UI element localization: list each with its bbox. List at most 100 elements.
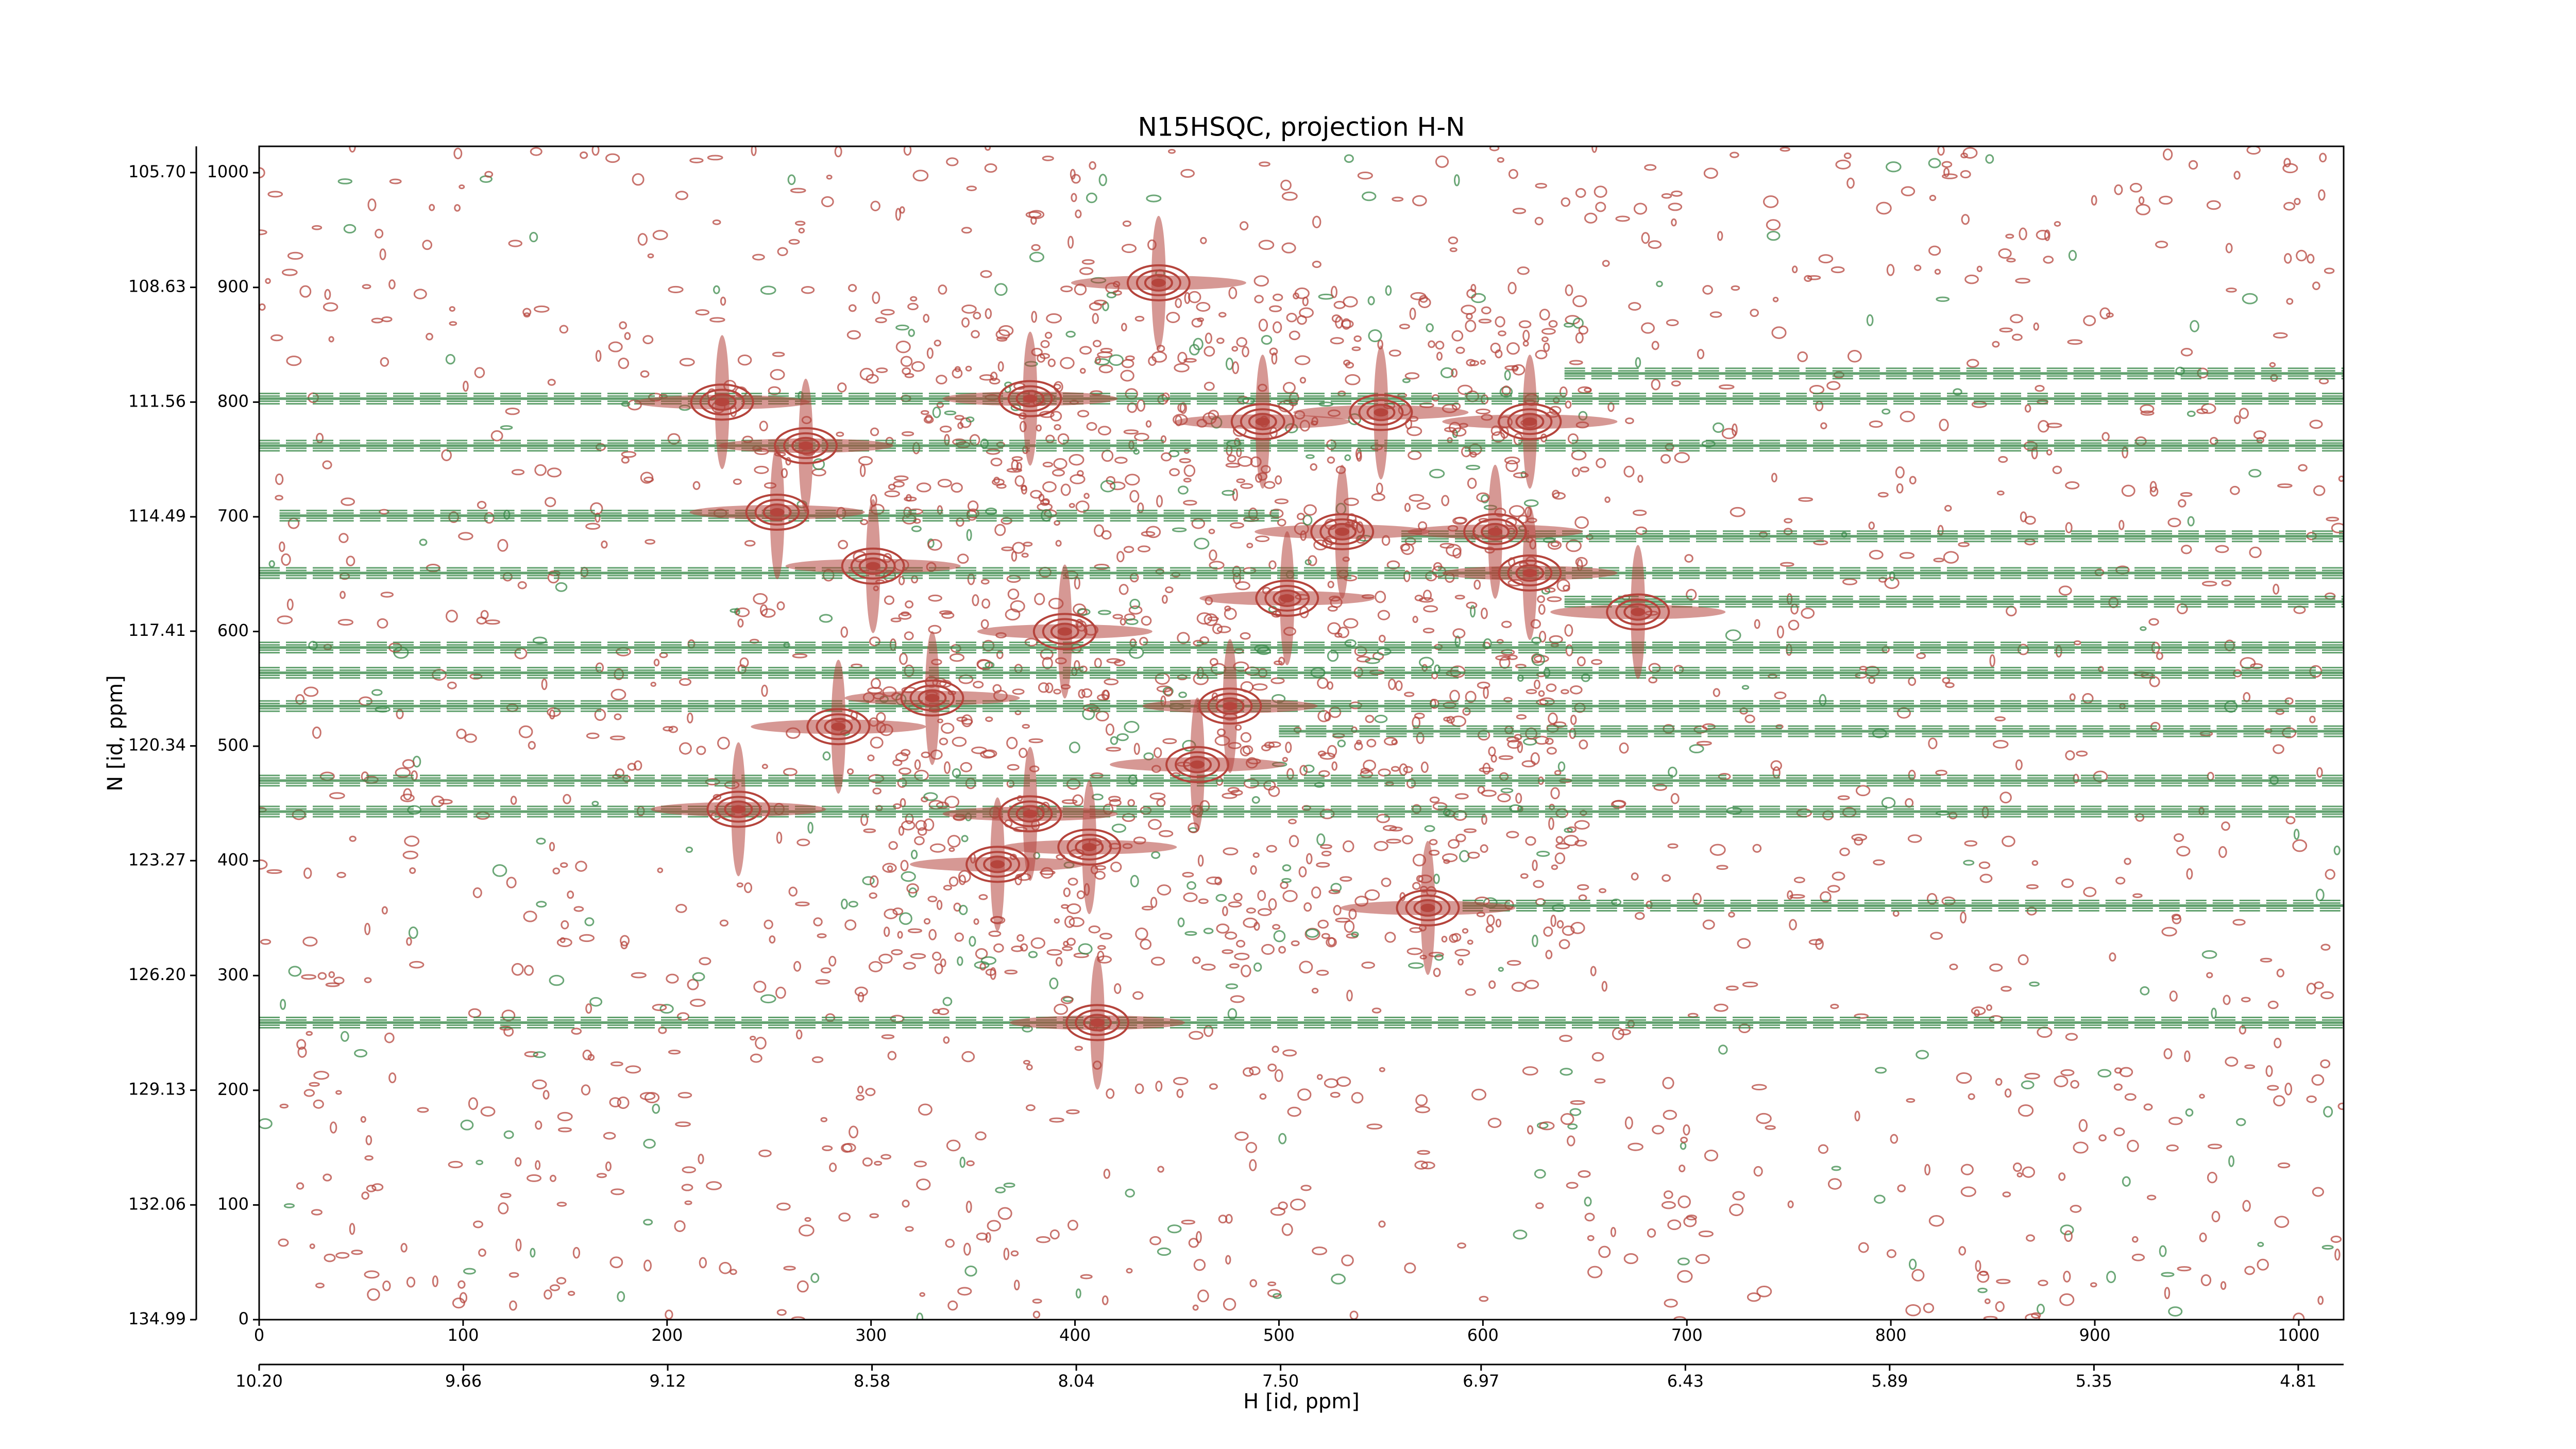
noise bbox=[1441, 495, 1450, 507]
noise bbox=[1141, 905, 1154, 911]
noise bbox=[1489, 146, 1500, 151]
noise bbox=[1305, 928, 1319, 938]
x-tick-label: 0 bbox=[254, 1325, 264, 1345]
noise bbox=[1104, 678, 1119, 685]
noise bbox=[346, 555, 355, 567]
noise bbox=[943, 1036, 950, 1044]
noise bbox=[1495, 316, 1505, 328]
noise bbox=[1882, 408, 1891, 415]
peak-contour bbox=[1349, 394, 1413, 431]
x-tick-label: 100 bbox=[447, 1325, 479, 1345]
peak-contour bbox=[1507, 560, 1553, 586]
noise bbox=[1222, 793, 1238, 799]
noise bbox=[2257, 1258, 2269, 1271]
noise bbox=[1524, 980, 1539, 989]
noise bbox=[1274, 660, 1283, 665]
noise bbox=[1424, 825, 1435, 832]
noise bbox=[1890, 1134, 1899, 1144]
noise bbox=[1704, 1149, 1719, 1161]
noise bbox=[1318, 770, 1330, 778]
peak-contour bbox=[716, 796, 761, 823]
noise bbox=[1134, 432, 1149, 442]
noise bbox=[1935, 769, 1947, 776]
noise bbox=[1780, 562, 1794, 567]
noise bbox=[1520, 873, 1529, 879]
noise bbox=[1103, 1168, 1111, 1179]
noise bbox=[407, 805, 421, 815]
noise bbox=[1628, 1142, 1643, 1151]
noise bbox=[1534, 1169, 1546, 1179]
noise bbox=[2063, 1270, 2071, 1283]
noise bbox=[1506, 342, 1520, 355]
noise bbox=[2225, 1056, 2239, 1067]
noise bbox=[907, 302, 919, 310]
noise bbox=[1661, 193, 1672, 199]
noise bbox=[709, 317, 725, 323]
peak-contour bbox=[1007, 800, 1053, 828]
noise bbox=[1121, 323, 1127, 332]
noise bbox=[1273, 321, 1282, 333]
noise bbox=[1164, 687, 1173, 697]
noise bbox=[929, 843, 946, 853]
noise bbox=[1250, 865, 1257, 875]
noise bbox=[1019, 748, 1028, 759]
noise bbox=[862, 1157, 873, 1167]
noise bbox=[413, 289, 427, 299]
noise bbox=[1504, 456, 1520, 465]
y-tick-label: 100 bbox=[217, 1194, 249, 1214]
noise bbox=[1539, 309, 1550, 321]
noise bbox=[1240, 732, 1252, 743]
noise bbox=[1772, 296, 1779, 302]
noise bbox=[1095, 356, 1101, 364]
noise bbox=[1046, 313, 1062, 324]
peak bbox=[1340, 840, 1516, 975]
noise bbox=[893, 481, 905, 487]
noise bbox=[1548, 320, 1558, 328]
noise bbox=[323, 302, 338, 312]
noise bbox=[1028, 210, 1045, 220]
noise bbox=[329, 792, 345, 799]
noise bbox=[1979, 873, 1993, 883]
peak-contour bbox=[1065, 1004, 1130, 1041]
noise bbox=[1193, 1259, 1206, 1271]
noise bbox=[1533, 679, 1540, 689]
noise bbox=[2067, 339, 2083, 345]
noise bbox=[2044, 229, 2050, 241]
noise bbox=[1652, 1125, 1665, 1135]
noise bbox=[2070, 1205, 2082, 1213]
noise bbox=[279, 1103, 289, 1109]
noise bbox=[923, 792, 938, 801]
noise bbox=[934, 340, 941, 347]
noise bbox=[1998, 456, 2008, 463]
noise bbox=[1787, 890, 1793, 900]
noise bbox=[1565, 400, 1572, 409]
noise bbox=[1012, 688, 1025, 695]
noise bbox=[1234, 952, 1250, 961]
noise bbox=[533, 305, 550, 313]
noise bbox=[1216, 626, 1231, 633]
noise bbox=[1269, 347, 1278, 356]
noise bbox=[330, 1121, 337, 1134]
noise bbox=[1112, 614, 1123, 619]
noise bbox=[1403, 766, 1413, 773]
streak bbox=[1564, 596, 2344, 608]
noise bbox=[2168, 1306, 2183, 1317]
noise bbox=[1744, 714, 1755, 723]
noise bbox=[1327, 456, 1335, 464]
noise bbox=[1928, 1215, 1944, 1227]
noise bbox=[1366, 738, 1377, 748]
noise bbox=[943, 885, 952, 891]
noise bbox=[1789, 919, 1797, 931]
noise bbox=[1414, 712, 1425, 719]
noise bbox=[1345, 374, 1361, 385]
x-tick-label: 900 bbox=[2079, 1325, 2110, 1345]
noise bbox=[996, 650, 1004, 660]
noise bbox=[947, 1300, 958, 1311]
noise bbox=[322, 460, 332, 469]
noise bbox=[837, 382, 847, 393]
peak-contour bbox=[841, 547, 905, 585]
noise bbox=[1677, 1270, 1693, 1283]
noise bbox=[2314, 981, 2324, 989]
noise bbox=[1230, 995, 1245, 1003]
noise bbox=[1604, 496, 1611, 503]
